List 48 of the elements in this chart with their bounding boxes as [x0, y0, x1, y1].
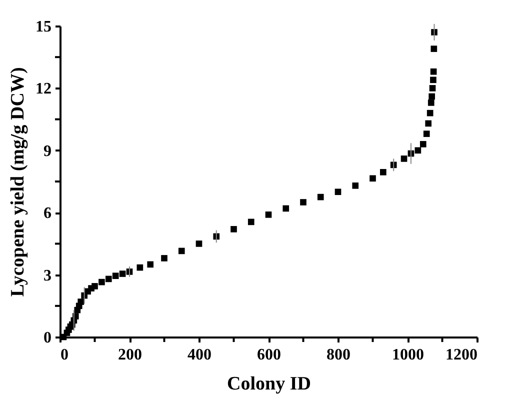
point	[426, 110, 434, 116]
point	[105, 276, 112, 282]
y-tick-label: 9	[44, 142, 52, 160]
point	[400, 156, 408, 162]
point	[248, 218, 254, 226]
point	[430, 46, 438, 52]
x-tick-label: 400	[188, 346, 212, 364]
y-tick-label: 0	[44, 330, 52, 346]
point	[161, 255, 168, 262]
point	[430, 76, 436, 84]
x-tick-label: 1200	[446, 346, 478, 364]
point	[352, 182, 359, 189]
point	[317, 194, 324, 200]
point	[414, 147, 422, 154]
point	[136, 264, 144, 271]
point	[78, 298, 84, 305]
x-tick-label: 600	[257, 346, 281, 364]
x-tick-label: 200	[118, 346, 142, 364]
y-tick-label: 3	[44, 267, 52, 284]
point	[112, 272, 119, 279]
x-axis-title: Colony ID	[227, 374, 311, 394]
point	[98, 278, 105, 286]
point	[196, 240, 202, 247]
point	[429, 85, 436, 92]
x-tick-label: 0	[60, 346, 68, 364]
point	[265, 212, 272, 218]
point	[425, 120, 432, 127]
point	[92, 283, 98, 290]
point	[300, 199, 306, 206]
point	[178, 248, 185, 254]
point	[119, 270, 126, 277]
point	[370, 175, 376, 182]
point	[423, 130, 430, 137]
point	[334, 188, 342, 196]
y-tick-label: 6	[44, 205, 52, 222]
x-tick-label: 1000	[392, 346, 424, 364]
point	[430, 68, 437, 75]
y-tick-label: 12	[36, 80, 52, 98]
point	[428, 100, 434, 106]
y-axis-title: Lycopene yield (mg/g DCW)	[8, 67, 28, 297]
point	[428, 93, 435, 100]
point	[380, 169, 386, 176]
y-tick-label: 15	[36, 18, 52, 36]
point	[147, 261, 154, 268]
point	[230, 226, 237, 232]
point	[420, 141, 426, 148]
x-tick-label: 800	[326, 346, 350, 364]
point	[282, 205, 290, 212]
